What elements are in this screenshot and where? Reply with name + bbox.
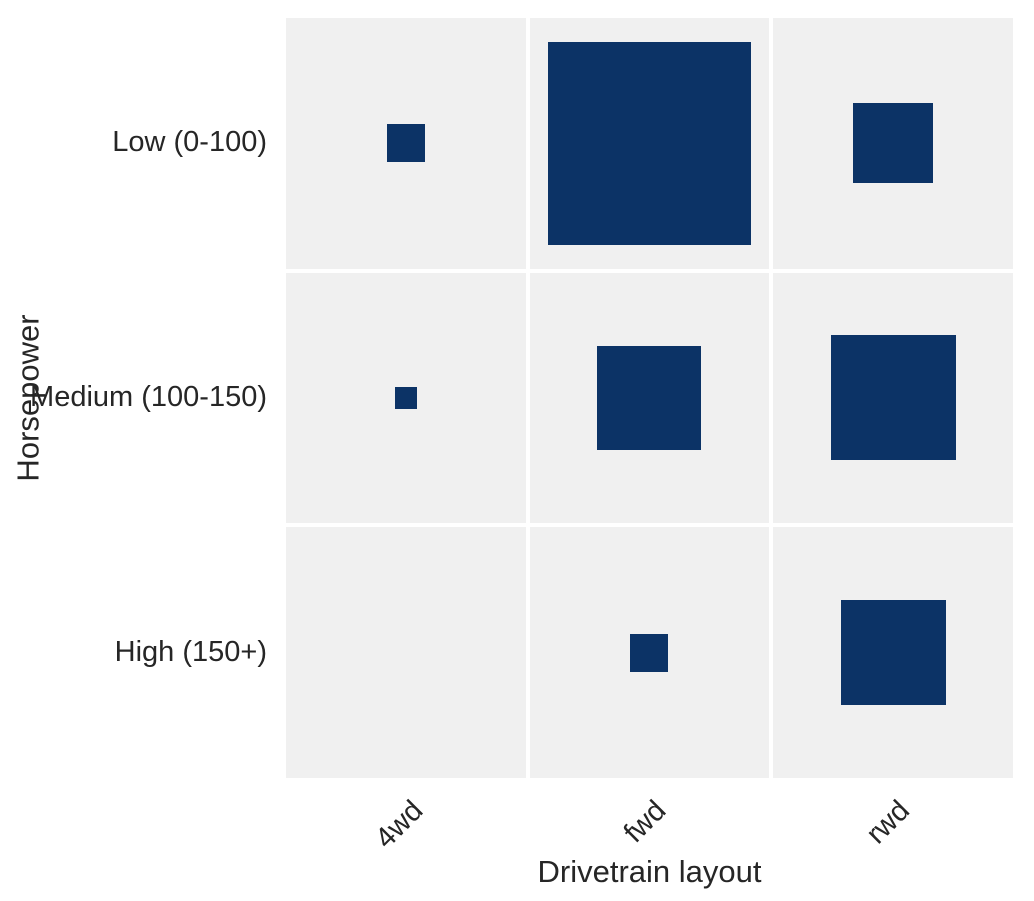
cell-4wd-row0 bbox=[286, 18, 526, 269]
x-tick-label-4wd: 4wd bbox=[368, 794, 430, 855]
x-tick-label-rwd: rwd bbox=[860, 794, 917, 851]
size-square-4wd-row1 bbox=[394, 386, 417, 409]
cell-4wd-row1 bbox=[286, 272, 526, 524]
size-square-rwd-row0 bbox=[853, 103, 934, 184]
size-square-rwd-row2 bbox=[840, 600, 946, 706]
x-tick-label-fwd: fwd bbox=[618, 794, 673, 850]
size-square-fwd-row2 bbox=[630, 633, 669, 672]
size-square-rwd-row1 bbox=[830, 335, 956, 461]
cell-fwd-row2 bbox=[529, 527, 770, 778]
cell-rwd-row1 bbox=[773, 272, 1013, 524]
y-tick-label-1: Medium (100-150) bbox=[30, 380, 267, 413]
cell-rwd-row0 bbox=[773, 18, 1013, 269]
x-axis-title: Drivetrain layout bbox=[537, 854, 762, 889]
cell-rwd-row2 bbox=[773, 527, 1013, 778]
cell-fwd-row1 bbox=[529, 272, 770, 524]
cell-fwd-row0 bbox=[529, 18, 770, 269]
y-tick-label-0: Low (0-100) bbox=[112, 126, 267, 159]
y-tick-label-2: High (150+) bbox=[114, 635, 267, 668]
size-square-fwd-row0 bbox=[547, 41, 751, 245]
plot-area bbox=[286, 18, 1013, 778]
cell-4wd-row2 bbox=[286, 527, 526, 778]
size-square-fwd-row1 bbox=[597, 345, 702, 450]
size-square-4wd-row0 bbox=[386, 124, 425, 163]
